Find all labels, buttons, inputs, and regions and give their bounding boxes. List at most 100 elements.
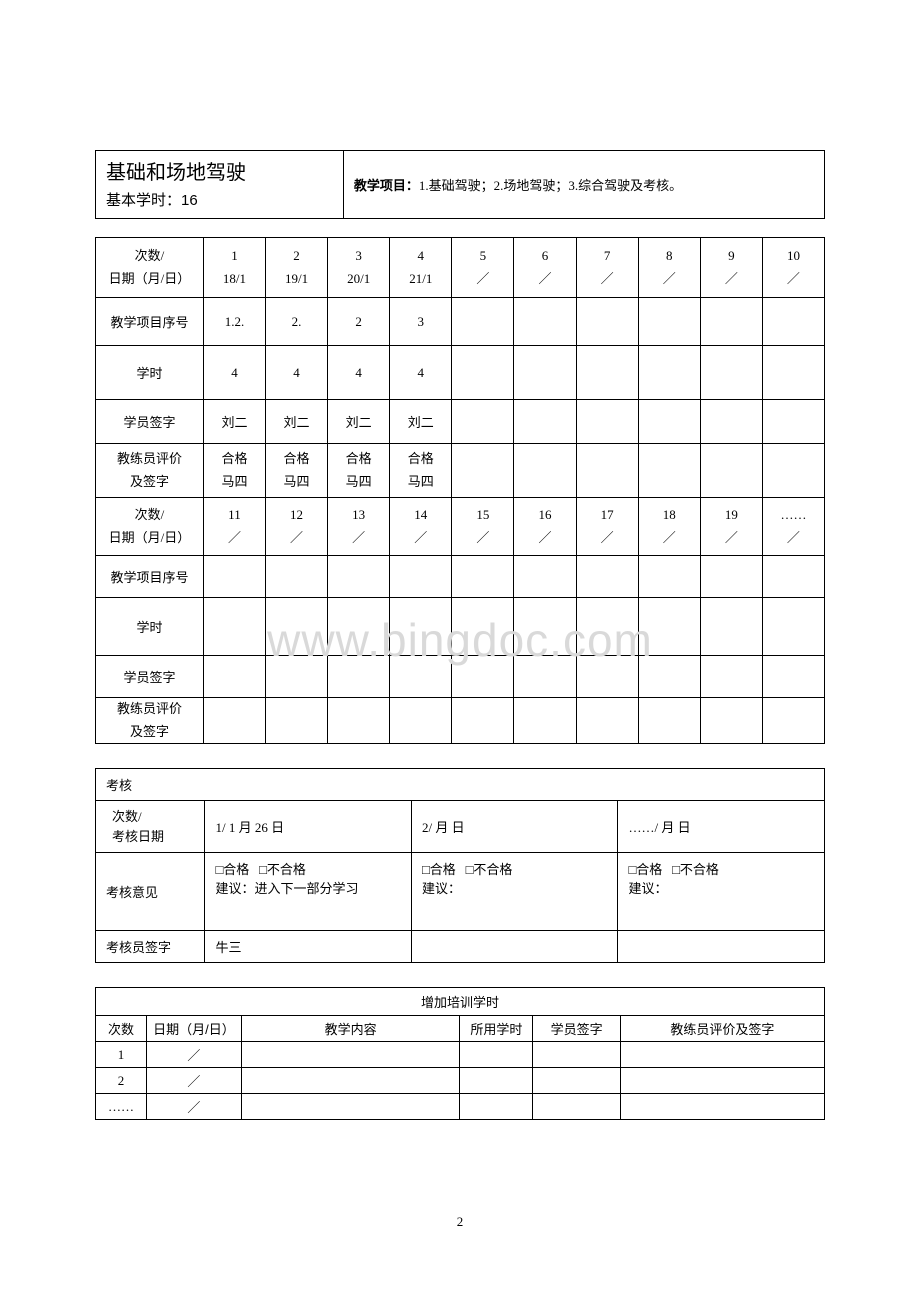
b1-e-5 [452,444,514,498]
extra-r1-hours [460,1042,533,1068]
b1-hours-row: 学时 4444 [96,346,825,400]
b1-proj-9 [700,298,762,346]
b1-c1: 118/1 [203,238,265,298]
extra-r2-content [241,1068,460,1094]
b1-s-7 [576,400,638,444]
b2-e-10 [762,698,824,744]
b2-e-9 [700,698,762,744]
extra-r2-num: 2 [96,1068,147,1094]
b2-p-8 [638,556,700,598]
b2-c6: 16／ [514,498,576,556]
b2-e-3 [328,698,390,744]
b2-proj-row: 教学项目序号 [96,556,825,598]
basic-hours-value: 16 [181,192,198,209]
b2-hours-row: 学时 [96,598,825,656]
extra-r2-date: ／ [147,1068,242,1094]
project-label: 教学项目： [354,178,419,193]
b2-e-4 [390,698,452,744]
b1-h-4: 4 [390,346,452,400]
basic-hours-label: 基本学时： [106,193,181,209]
b1-h-9 [700,346,762,400]
basic-hours: 基本学时：16 [106,189,333,210]
b1-h-2: 4 [266,346,328,400]
extra-r1-date: ／ [147,1042,242,1068]
b1-sign-label: 学员签字 [96,400,204,444]
b2-e-1 [203,698,265,744]
b2-s-8 [638,656,700,698]
b1-c2: 219/1 [266,238,328,298]
b1-c10: 10／ [762,238,824,298]
extra-title: 增加培训学时 [96,988,825,1016]
b2-sign-row: 学员签字 [96,656,825,698]
extra-row-3: …… ／ [96,1094,825,1120]
b2-s-1 [203,656,265,698]
b1-e-9 [700,444,762,498]
extra-head-row: 次数 日期（月/日） 教学内容 所用学时 学员签字 教练员评价及签字 [96,1016,825,1042]
b2-c1: 11／ [203,498,265,556]
b2-h-6 [514,598,576,656]
b1-proj-row: 教学项目序号 1.2.2.23 [96,298,825,346]
b1-proj-8 [638,298,700,346]
assess-op3-pass: □合格 [628,862,662,877]
extra-r1-sign [533,1042,620,1068]
extra-row-2: 2 ／ [96,1068,825,1094]
b1-sign-row: 学员签字 刘二刘二刘二刘二 [96,400,825,444]
assess-signer-2 [411,931,618,963]
b2-h-7 [576,598,638,656]
assess-signer-label: 考核员签字 [96,931,205,963]
b2-p-9 [700,556,762,598]
b1-e-10 [762,444,824,498]
b1-h-7 [576,346,638,400]
b2-c2: 12／ [266,498,328,556]
b2-p-7 [576,556,638,598]
b2-p-6 [514,556,576,598]
extra-col-1: 日期（月/日） [147,1016,242,1042]
assess-op3-fail: □不合格 [672,862,719,877]
b1-e-1: 合格马四 [203,444,265,498]
b1-proj-2: 2. [266,298,328,346]
extra-col-4: 学员签字 [533,1016,620,1042]
b2-e-5 [452,698,514,744]
b1-c3: 320/1 [328,238,390,298]
extra-r3-eval [620,1094,824,1120]
b1-date-label: 次数/日期（月/日） [96,238,204,298]
b1-proj-10 [762,298,824,346]
b1-c6: 6／ [514,238,576,298]
b2-h-3 [328,598,390,656]
b2-c4: 14／ [390,498,452,556]
b1-eval-l2: 及签字 [96,471,203,493]
b1-c9: 9／ [700,238,762,298]
b1-proj-label: 教学项目序号 [96,298,204,346]
b1-e-8 [638,444,700,498]
header-right-cell: 教学项目：1.基础驾驶；2.场地驾驶；3.综合驾驶及考核。 [343,151,824,219]
assess-signer-3 [618,931,825,963]
b2-p-5 [452,556,514,598]
page-number: 2 [0,1214,920,1230]
b2-h-9 [700,598,762,656]
b1-proj-1: 1.2. [203,298,265,346]
extra-hours-table: 增加培训学时 次数 日期（月/日） 教学内容 所用学时 学员签字 教练员评价及签… [95,987,825,1120]
extra-r2-hours [460,1068,533,1094]
extra-r2-eval [620,1068,824,1094]
b1-h-8 [638,346,700,400]
b1-proj-6 [514,298,576,346]
assess-date-2: 2/ 月 日 [411,801,618,853]
assess-op3-advlbl: 建议： [628,881,667,896]
header-table: 基础和场地驾驶 基本学时：16 教学项目：1.基础驾驶；2.场地驾驶；3.综合驾… [95,150,825,219]
b2-p-10 [762,556,824,598]
b2-c7: 17／ [576,498,638,556]
b1-date-label-l1: 次数/ [96,245,203,267]
extra-r3-hours [460,1094,533,1120]
b2-date-label-l2: 日期（月/日） [96,527,203,549]
extra-row-1: 1 ／ [96,1042,825,1068]
b1-s-6 [514,400,576,444]
b1-s-5 [452,400,514,444]
b2-date-label-l1: 次数/ [96,504,203,526]
b2-p-4 [390,556,452,598]
b1-h-10 [762,346,824,400]
b1-h-6 [514,346,576,400]
b1-proj-3: 2 [328,298,390,346]
assess-op1-advtxt: 进入下一部分学习 [254,881,358,896]
b1-eval-label: 教练员评价及签字 [96,444,204,498]
assess-date-l1: 次数/ [112,807,142,827]
